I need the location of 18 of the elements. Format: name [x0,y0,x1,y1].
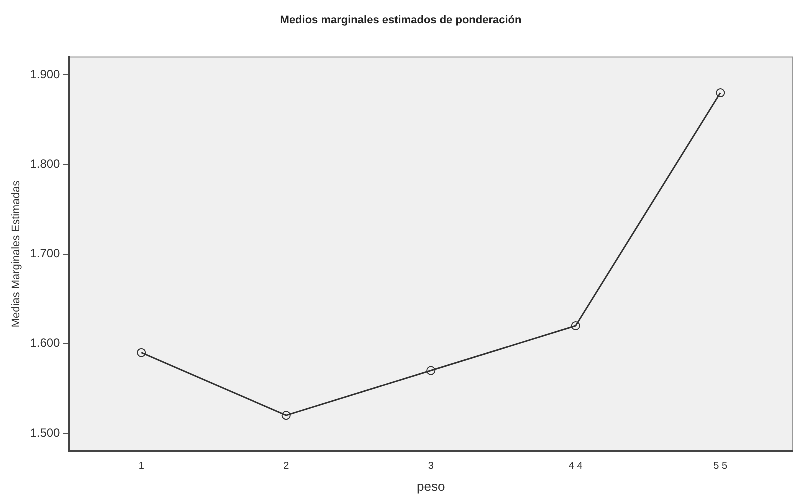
y-tick-label: 1.700 [30,246,61,261]
point [716,88,726,98]
x-tick-label: 3 [428,461,434,472]
x-tick-label: 5 5 [714,461,728,472]
point [282,411,291,420]
point [426,366,436,376]
point [137,348,146,358]
x-axis-title: peso [417,478,446,494]
y-tick-label: 1.900 [30,67,61,82]
y-axis-title: Medias Marginales Estimadas [10,180,23,328]
x-tick-label: 2 [284,461,290,472]
point [571,321,580,330]
y-tick-label: 1.800 [30,157,61,172]
chart-title: Medios marginales estimados de ponderación [280,14,522,27]
x-tick-label: 4 4 [568,461,584,472]
y-tick-label: 1.500 [30,426,61,440]
x-tick-label: 1 [138,461,145,472]
y-tick-label: 1.600 [30,336,61,350]
